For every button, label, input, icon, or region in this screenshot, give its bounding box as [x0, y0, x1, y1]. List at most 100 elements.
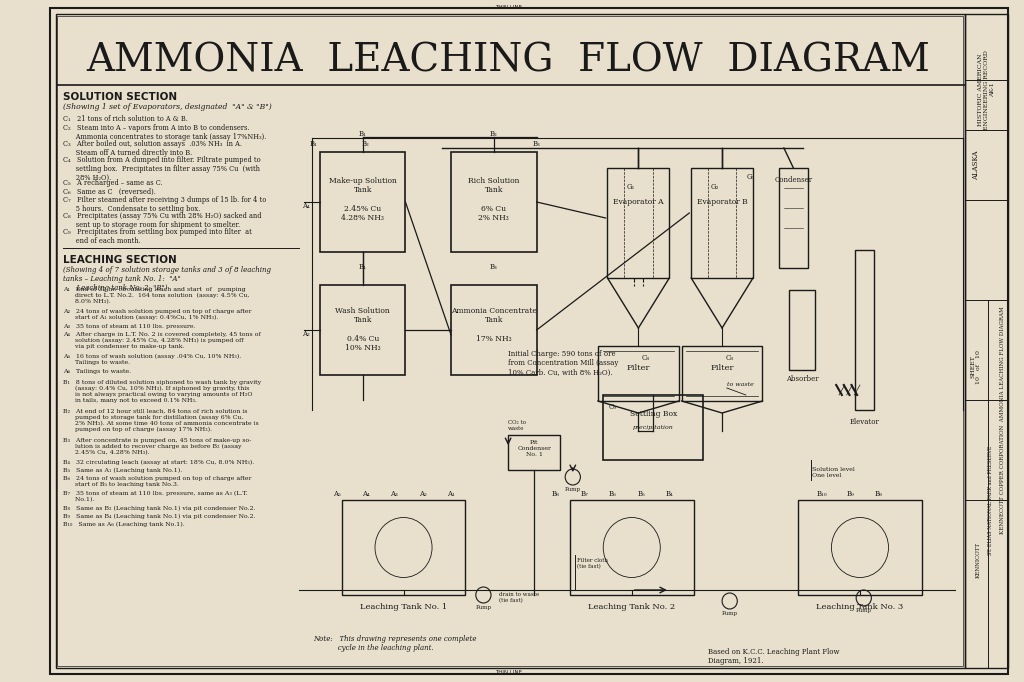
Text: Elevator: Elevator	[850, 418, 880, 426]
Text: B₉: B₉	[847, 490, 854, 498]
Text: A₃: A₃	[390, 490, 398, 498]
Text: A₂   24 tons of wash solution pumped on top of charge after
      start of A₁ so: A₂ 24 tons of wash solution pumped on to…	[63, 309, 252, 320]
Text: (Showing 1 set of Evaporators, designated  "A" & "B"): (Showing 1 set of Evaporators, designate…	[63, 103, 271, 111]
Text: A₁: A₁	[447, 490, 455, 498]
Text: Note:   This drawing represents one complete
           cycle in the leaching pl: Note: This drawing represents one comple…	[313, 635, 477, 652]
Text: A₃   35 tons of steam at 110 lbs. pressure.: A₃ 35 tons of steam at 110 lbs. pressure…	[63, 324, 196, 329]
Text: B₄   32 circulating leach (assay at start: 18% Cu, 8.0% NH₃).: B₄ 32 circulating leach (assay at start:…	[63, 460, 254, 465]
Text: drain to waste
(tie fast): drain to waste (tie fast)	[499, 592, 539, 603]
Text: KENNICOTT: KENNICOTT	[976, 542, 980, 578]
Text: B₉   Same as B₄ (Leaching tank No.1) via pit condenser No.2.: B₉ Same as B₄ (Leaching tank No.1) via p…	[63, 514, 256, 519]
Bar	[508, 435, 560, 470]
Text: A₆   Tailings to waste.: A₆ Tailings to waste.	[63, 369, 131, 374]
Text: to waste: to waste	[727, 382, 754, 387]
Text: Wash Solution
Tank

0.4% Cu
10% NH₃: Wash Solution Tank 0.4% Cu 10% NH₃	[335, 307, 390, 352]
Bar	[603, 395, 703, 460]
Text: B₅: B₅	[637, 490, 645, 498]
Text: Ammonia Concentrate
Tank

17% NH₃: Ammonia Concentrate Tank 17% NH₃	[451, 307, 537, 342]
Text: Filter cloth
(tie fast): Filter cloth (tie fast)	[577, 558, 607, 569]
Text: C₇   Filter steamed after receiving 3 dumps of 15 lb. for 4 to
      5 hours.  C: C₇ Filter steamed after receiving 3 dump…	[63, 196, 266, 213]
Text: Pit
Condenser
No. 1: Pit Condenser No. 1	[517, 440, 551, 457]
Text: Evaporator A: Evaporator A	[613, 198, 664, 206]
Text: C₈   Precipitates (assay 75% Cu with 28% H₂O) sacked and
      sent up to storag: C₈ Precipitates (assay 75% Cu with 28% H…	[63, 212, 261, 229]
Bar	[452, 152, 537, 252]
Bar	[598, 346, 679, 401]
Text: B₁₀   Same as A₆ (Leaching tank No.1).: B₁₀ Same as A₆ (Leaching tank No.1).	[63, 522, 185, 527]
Text: B₂   At end of 12 hour still leach, 84 tons of rich solution is
      pumped to : B₂ At end of 12 hour still leach, 84 ton…	[63, 409, 259, 432]
Text: A₁   End of 32 hr. circulating leach and start  of   pumping
      direct to L.T: A₁ End of 32 hr. circulating leach and s…	[63, 287, 250, 304]
Text: B₃: B₃	[532, 140, 541, 148]
Text: SHEET
10   of   10: SHEET 10 of 10	[971, 350, 981, 384]
Bar	[319, 285, 406, 375]
Text: B₆   24 tons of wash solution pumped on top of charge after
      start of B₅ to: B₆ 24 tons of wash solution pumped on to…	[63, 476, 252, 487]
Text: Evaporator B: Evaporator B	[696, 198, 748, 206]
Text: B₂: B₂	[361, 140, 370, 148]
Text: C₃   After boiled out, solution assays  .03% NH₃  in A.
      Steam off A turned: C₃ After boiled out, solution assays .03…	[63, 140, 242, 157]
Text: Solution level
One level: Solution level One level	[812, 467, 855, 478]
Text: B₄: B₄	[666, 490, 674, 498]
Text: C₉   Precipitates from settling box pumped into filter  at
      end of each mon: C₉ Precipitates from settling box pumped…	[63, 228, 252, 246]
Text: Initial Charge: 590 tons of ore
from Concentration Mill (assay
10% Carb. Cu, wit: Initial Charge: 590 tons of ore from Con…	[508, 350, 618, 376]
Text: C₈: C₈	[726, 354, 733, 362]
Text: LEACHING SECTION: LEACHING SECTION	[63, 255, 177, 265]
Bar	[779, 168, 808, 268]
Text: B₄: B₄	[358, 263, 367, 271]
Bar	[607, 168, 670, 278]
Text: Condenser: Condenser	[774, 176, 812, 184]
Text: C₉: C₉	[608, 403, 616, 411]
Bar	[570, 500, 693, 595]
Text: Filter: Filter	[711, 364, 734, 372]
Text: B₁₀: B₁₀	[816, 490, 827, 498]
Text: G₂: G₂	[711, 183, 719, 191]
Bar	[691, 168, 753, 278]
Text: B₃   After concentrate is pumped on, 45 tons of make-up so-
      lution is adde: B₃ After concentrate is pumped on, 45 to…	[63, 438, 252, 455]
Text: C₄   Solution from A dumped into filter. Filtrate pumped to
      settling box. : C₄ Solution from A dumped into filter. F…	[63, 155, 261, 182]
Bar	[342, 500, 465, 595]
Text: HISTORIC AMERICAN
ENGINEERING RECORD
AK-1: HISTORIC AMERICAN ENGINEERING RECORD AK-…	[978, 50, 994, 130]
Text: C₆   Same as C   (reversed).: C₆ Same as C (reversed).	[63, 188, 156, 196]
Text: B₃: B₃	[490, 263, 498, 271]
Text: Leaching Tank No. 1: Leaching Tank No. 1	[359, 603, 447, 611]
Text: Rich Solution
Tank

6% Cu
2% NH₃: Rich Solution Tank 6% Cu 2% NH₃	[468, 177, 519, 222]
Text: THIN LINE: THIN LINE	[495, 670, 521, 675]
Text: B₇   35 tons of steam at 110 lbs. pressure, same as A₃ (L.T.
      No.1).: B₇ 35 tons of steam at 110 lbs. pressure…	[63, 491, 248, 502]
Text: G₁: G₁	[627, 183, 635, 191]
Text: precipitation: precipitation	[633, 425, 674, 430]
Bar	[855, 250, 874, 410]
Text: C₈: C₈	[642, 354, 650, 362]
Text: B₁   8 tons of diluted solution siphoned to wash tank by gravity
      (assay: 0: B₁ 8 tons of diluted solution siphoned t…	[63, 380, 261, 402]
Text: B₁: B₁	[358, 130, 367, 138]
Text: Make-up Solution
Tank

2.45% Cu
4.28% NH₃: Make-up Solution Tank 2.45% Cu 4.28% NH₃	[329, 177, 396, 222]
Text: Filter: Filter	[627, 364, 650, 372]
Text: Pump: Pump	[722, 611, 737, 616]
Text: THIN LINE: THIN LINE	[495, 5, 521, 10]
Text: A₂: A₂	[419, 490, 426, 498]
Text: B₁: B₁	[309, 140, 317, 148]
Text: A₄   After charge in L.T. No. 2 is covered completely, 45 tons of
      solution: A₄ After charge in L.T. No. 2 is covered…	[63, 332, 261, 349]
Text: ST. ELIAS NATIONAL PARK and PRESERVE: ST. ELIAS NATIONAL PARK and PRESERVE	[988, 445, 992, 554]
Text: Pump: Pump	[565, 487, 581, 492]
Text: A₄: A₄	[361, 490, 370, 498]
Text: B₈: B₈	[876, 490, 883, 498]
Bar	[682, 346, 763, 401]
Text: KENNECOTT COPPER CORPORATION  AMMONIA LEACHING FLOW DIAGRAM: KENNECOTT COPPER CORPORATION AMMONIA LEA…	[1000, 306, 1006, 534]
Text: C₂   Steam into A – vapors from A into B to condensers.
      Ammonia concentrat: C₂ Steam into A – vapors from A into B t…	[63, 123, 266, 140]
Text: Absorber: Absorber	[785, 375, 818, 383]
Text: A₄: A₄	[302, 202, 309, 210]
Text: Settling Box: Settling Box	[630, 410, 677, 418]
Text: ALASKA: ALASKA	[972, 150, 980, 179]
Text: B₆: B₆	[609, 490, 616, 498]
Text: CO₂ to
waste: CO₂ to waste	[508, 420, 526, 431]
Text: B₈   Same as B₂ (Leaching tank No.1) via pit condenser No.2.: B₈ Same as B₂ (Leaching tank No.1) via p…	[63, 506, 256, 512]
Bar	[319, 152, 406, 252]
Text: Leaching Tank No. 2: Leaching Tank No. 2	[588, 603, 675, 611]
Text: AMMONIA  LEACHING  FLOW  DIAGRAM: AMMONIA LEACHING FLOW DIAGRAM	[86, 42, 930, 79]
Text: Leaching Tank No. 3: Leaching Tank No. 3	[816, 603, 903, 611]
Bar	[788, 290, 815, 370]
Text: Pump: Pump	[856, 608, 871, 613]
Text: G₃: G₃	[746, 173, 755, 181]
Text: A₂: A₂	[302, 330, 309, 338]
Text: SOLUTION SECTION: SOLUTION SECTION	[63, 92, 177, 102]
Bar	[452, 285, 537, 375]
Text: A₅   16 tons of wash solution (assay .04% Cu, 10% NH₃).
      Tailings to waste.: A₅ 16 tons of wash solution (assay .04% …	[63, 354, 242, 365]
